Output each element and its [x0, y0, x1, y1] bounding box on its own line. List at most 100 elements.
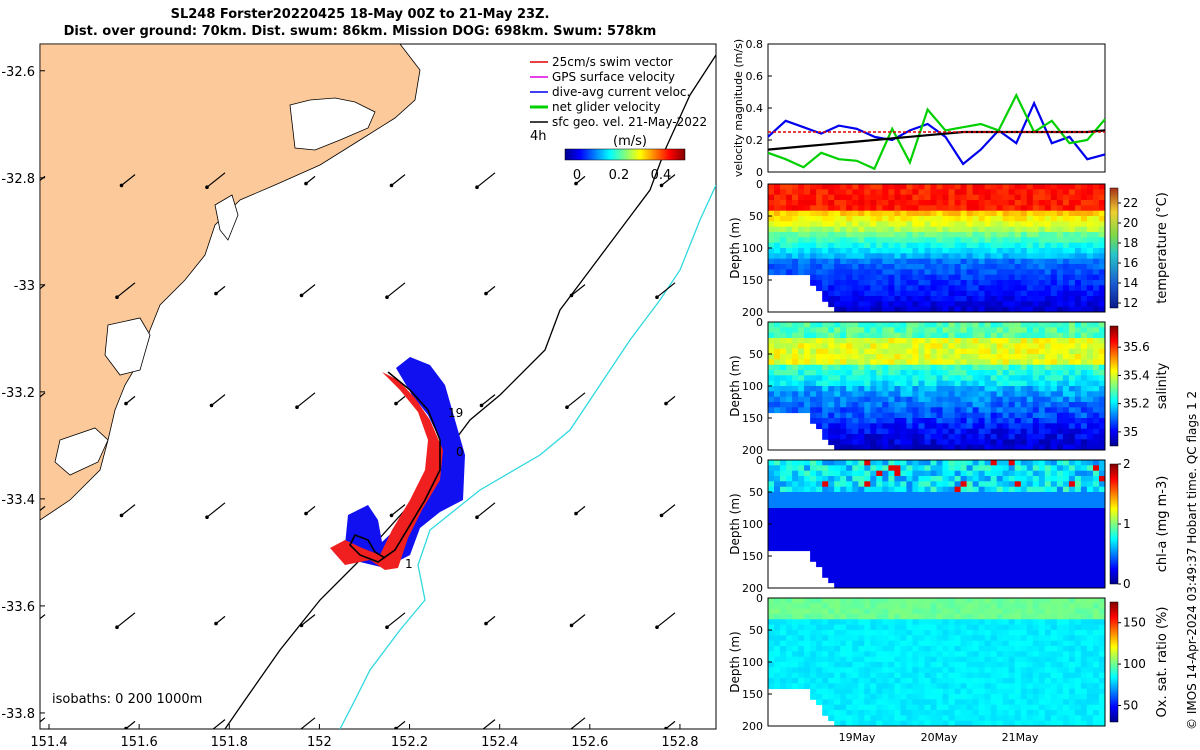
heatmap-cell [1099, 370, 1106, 376]
heatmap-cell [978, 624, 986, 631]
heatmap-cell [960, 465, 968, 472]
geo-arrow-head [304, 511, 308, 516]
heatmap-cell [1020, 370, 1028, 376]
heatmap-cell [870, 232, 877, 238]
heatmap-cell [876, 200, 883, 206]
heatmap-cell [936, 720, 943, 727]
heatmap-cell [936, 577, 943, 584]
heatmap-cell [978, 545, 986, 552]
heatmap-cell [960, 540, 968, 546]
heatmap-cell [804, 508, 811, 514]
heatmap-cell [1026, 194, 1034, 201]
heatmap-cell [978, 529, 986, 536]
heatmap-cell [930, 465, 937, 472]
geo-arrow-head [119, 513, 124, 518]
heatmap-cell [828, 439, 835, 446]
heatmap-cell [792, 486, 799, 493]
heatmap-cell [936, 306, 943, 313]
heatmap-cell [810, 651, 817, 658]
heatmap-cell [780, 370, 787, 376]
heatmap-cell [948, 242, 955, 249]
heatmap-cell [1093, 481, 1100, 488]
heatmap-cell [828, 391, 835, 398]
heatmap-cell [822, 194, 829, 201]
heatmap-cell [816, 699, 823, 706]
heatmap-cell [822, 502, 829, 509]
heatmap-cell [966, 184, 974, 190]
heatmap-cell [1086, 396, 1094, 403]
heatmap-cell [828, 624, 835, 631]
heatmap-cell [930, 434, 937, 440]
heatmap-cell [1014, 492, 1022, 498]
heatmap-cell [990, 402, 998, 408]
heatmap-cell [1068, 407, 1076, 414]
heatmap-cell [882, 534, 889, 541]
heatmap-cell [1074, 194, 1082, 201]
heatmap-cell [870, 672, 877, 679]
heatmap-cell [870, 242, 877, 249]
heatmap-cell [990, 221, 998, 228]
heatmap-cell [822, 264, 829, 270]
heatmap-cell [786, 402, 793, 408]
heatmap-cell [1062, 470, 1070, 477]
heatmap-cell [948, 640, 955, 647]
heatmap-cell [870, 694, 877, 700]
heatmap-cell [984, 614, 992, 620]
heatmap-cell [1050, 534, 1058, 541]
heatmap-cell [846, 646, 853, 652]
heatmap-cell [936, 619, 943, 626]
heatmap-cell [786, 683, 793, 690]
heatmap-cell [948, 301, 955, 308]
heatmap-cell [846, 540, 853, 546]
heatmap-cell [1080, 216, 1088, 222]
heatmap-cell [966, 630, 974, 636]
heatmap-cell [1008, 540, 1016, 546]
heatmap-cell [864, 646, 871, 652]
heatmap-cell [858, 184, 865, 190]
heatmap-cell [864, 407, 871, 414]
heatmap-cell [936, 672, 943, 679]
heatmap-cell [900, 232, 907, 238]
heatmap-cell [936, 205, 943, 212]
heatmap-cell [900, 375, 907, 382]
heatmap-cell [792, 534, 799, 541]
heatmap-cell [828, 529, 835, 536]
heatmap-cell [924, 370, 931, 376]
heatmap-cell [900, 434, 907, 440]
heatmap-cell [924, 242, 931, 249]
heatmap-cell [876, 486, 883, 493]
heatmap-cell [828, 667, 835, 674]
heatmap-cell [1002, 646, 1010, 652]
heatmap-cell [918, 348, 925, 355]
heatmap-cell [990, 476, 998, 482]
heatmap-cell [864, 205, 871, 212]
heatmap-cell [816, 662, 823, 668]
heatmap-cell [954, 481, 962, 488]
heatmap-cell [960, 269, 968, 276]
heatmap-cell [1068, 380, 1076, 387]
heatmap-cell [900, 572, 907, 578]
heatmap-cell [900, 608, 907, 615]
heatmap-cell [954, 290, 962, 297]
heatmap-cell [1062, 534, 1070, 541]
heatmap-cell [1086, 274, 1094, 281]
heatmap-cell [1056, 502, 1064, 509]
heatmap-cell [912, 386, 919, 392]
heatmap-cell [1044, 481, 1052, 488]
heatmap-cell [780, 391, 787, 398]
heatmap-cell [996, 651, 1004, 658]
heatmap-cell [900, 412, 907, 419]
geo-arrow [215, 285, 226, 295]
heatmap-cell [870, 486, 877, 493]
heatmap-cell [924, 200, 931, 206]
heatmap-cell [876, 221, 883, 228]
heatmap-cell [1038, 407, 1046, 414]
heatmap-cell [894, 465, 901, 472]
speed-colorbar-tick-label: 0 [573, 168, 581, 183]
heatmap-cell [894, 380, 901, 387]
heatmap-cell [1086, 492, 1094, 498]
heatmap-cell [792, 253, 799, 260]
heatmap-cell [990, 715, 998, 722]
heatmap-cell [1032, 465, 1040, 472]
heatmap-cell [798, 497, 805, 504]
